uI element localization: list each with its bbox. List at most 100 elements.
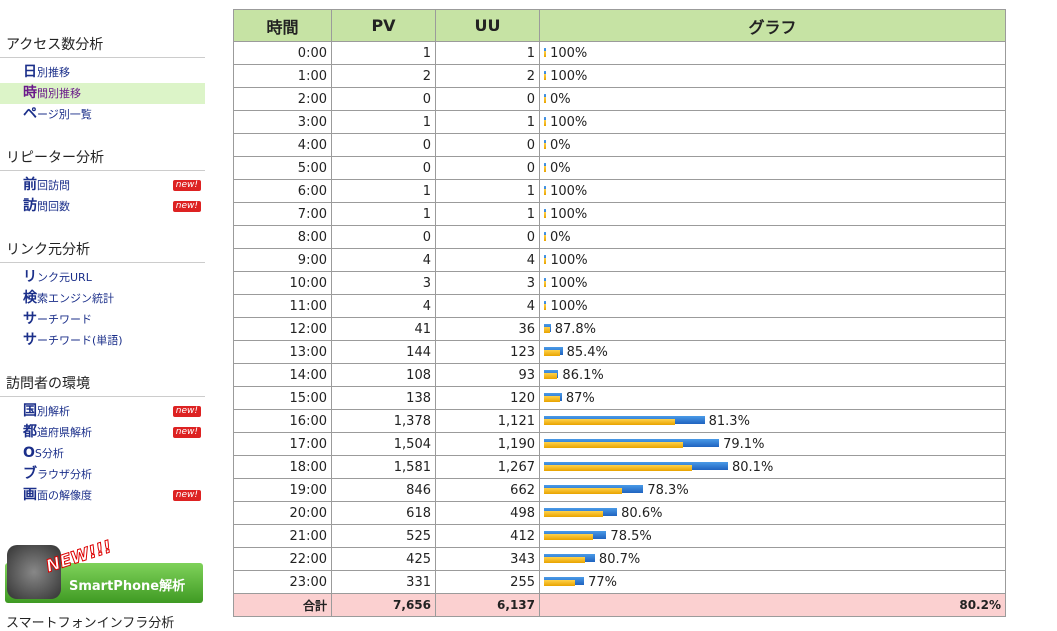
time-cell: 0:00 xyxy=(233,41,332,65)
ratio-label: 100% xyxy=(550,68,588,84)
uu-bar xyxy=(544,442,683,448)
data-row: 10:00 3 3 100% xyxy=(233,271,1006,295)
uu-bar xyxy=(544,465,692,471)
time-cell: 21:00 xyxy=(233,524,332,548)
uu-bar xyxy=(544,511,604,517)
time-cell: 3:00 xyxy=(233,110,332,134)
bar-group xyxy=(544,369,559,381)
uu-cell: 1 xyxy=(435,202,540,226)
graph-cell: 100% xyxy=(539,110,1006,134)
ratio-label: 77% xyxy=(588,574,617,590)
pv-cell: 525 xyxy=(331,524,436,548)
menu-item[interactable]: 都道府県解析 new! xyxy=(0,422,205,443)
section-title: 訪問者の環境 xyxy=(0,369,205,397)
data-row: 19:00 846 662 78.3% xyxy=(233,478,1006,502)
data-row: 23:00 331 255 77% xyxy=(233,570,1006,594)
graph-cell: 0% xyxy=(539,225,1006,249)
graph-cell: 80.7% xyxy=(539,547,1006,571)
pv-cell: 138 xyxy=(331,386,436,410)
hourly-table: 時間 PV UU グラフ 0:00 1 1 100% 1:00 2 2 100% 2:00 0 0 0% 3:… xyxy=(233,9,1006,617)
time-cell: 10:00 xyxy=(233,271,332,295)
banner-icon xyxy=(7,545,61,599)
ratio-label: 100% xyxy=(550,252,588,268)
pv-cell: 0 xyxy=(331,225,436,249)
graph-cell: 87.8% xyxy=(539,317,1006,341)
menu-item[interactable]: 画面の解像度 new! xyxy=(0,485,205,506)
uu-cell: 343 xyxy=(435,547,540,571)
menu-item[interactable]: 時間別推移 xyxy=(0,83,205,104)
menu-item[interactable]: ブラウザ分析 xyxy=(0,464,205,485)
data-row: 21:00 525 412 78.5% xyxy=(233,524,1006,548)
menu-item[interactable]: 国別解析 new! xyxy=(0,401,205,422)
menu-section: アクセス数分析 日別推移 時間別推移 ページ別一覧 xyxy=(0,30,205,125)
data-row: 3:00 1 1 100% xyxy=(233,110,1006,134)
uu-bar xyxy=(544,419,676,425)
graph-cell: 85.4% xyxy=(539,340,1006,364)
bar-group xyxy=(544,392,562,404)
column-header: 時間 xyxy=(233,9,332,42)
graph-cell: 100% xyxy=(539,41,1006,65)
graph-cell: 0% xyxy=(539,133,1006,157)
uu-bar xyxy=(544,189,547,195)
menu-item[interactable]: OS分析 xyxy=(0,443,205,464)
menu-item[interactable]: ページ別一覧 xyxy=(0,104,205,125)
menu-section: リンク元分析リンク元URL 検索エンジン統計サーチワード サーチワード(単語) xyxy=(0,235,205,351)
graph-cell: 78.3% xyxy=(539,478,1006,502)
uu-bar xyxy=(544,51,547,57)
menu-item[interactable]: 検索エンジン統計 xyxy=(0,288,205,309)
pv-cell: 0 xyxy=(331,133,436,157)
data-row: 5:00 0 0 0% xyxy=(233,156,1006,180)
menu-item[interactable]: 前回訪問 new! xyxy=(0,175,205,196)
menu-item[interactable]: サーチワード(単語) xyxy=(0,330,205,351)
footer-link[interactable]: スマートフォンインフラ分析 xyxy=(6,616,175,631)
graph-cell: 81.3% xyxy=(539,409,1006,433)
uu-cell: 93 xyxy=(435,363,540,387)
smartphone-banner[interactable]: NEW!!! SmartPhone解析 xyxy=(5,537,203,603)
section-title: リピーター分析 xyxy=(0,143,205,171)
menu-item[interactable]: リンク元URL xyxy=(0,267,205,288)
menu-label: 前回訪問 xyxy=(23,177,70,193)
time-cell: 15:00 xyxy=(233,386,332,410)
graph-cell: 79.1% xyxy=(539,432,1006,456)
graph-cell: 100% xyxy=(539,248,1006,272)
uu-cell: 1 xyxy=(435,41,540,65)
data-row: 1:00 2 2 100% xyxy=(233,64,1006,88)
ratio-label: 100% xyxy=(550,298,588,314)
bar-group xyxy=(544,93,546,105)
pv-cell: 1 xyxy=(331,179,436,203)
menu-item[interactable]: 日別推移 xyxy=(0,62,205,83)
section-title: リンク元分析 xyxy=(0,235,205,263)
uu-bar xyxy=(544,212,547,218)
total-pv: 7,656 xyxy=(331,593,436,617)
uu-cell: 1,121 xyxy=(435,409,540,433)
bar-group xyxy=(544,254,547,266)
pv-cell: 846 xyxy=(331,478,436,502)
uu-cell: 1,190 xyxy=(435,432,540,456)
uu-bar xyxy=(544,580,576,586)
menu-item[interactable]: サーチワード xyxy=(0,309,205,330)
time-cell: 18:00 xyxy=(233,455,332,479)
uu-bar xyxy=(544,396,560,402)
menu-item[interactable]: 訪問回数 new! xyxy=(0,196,205,217)
uu-cell: 0 xyxy=(435,133,540,157)
time-cell: 8:00 xyxy=(233,225,332,249)
total-ratio: 80.2% xyxy=(539,593,1006,617)
data-row: 20:00 618 498 80.6% xyxy=(233,501,1006,525)
new-badge: new! xyxy=(172,406,201,417)
menu-label: ページ別一覧 xyxy=(23,106,92,122)
data-row: 17:00 1,504 1,190 79.1% xyxy=(233,432,1006,456)
menu-section: 訪問者の環境 国別解析 new! 都道府県解析 new! OS分析 ブラウザ分析 画面の解像度… xyxy=(0,369,205,506)
ratio-label: 0% xyxy=(550,137,571,153)
bar-group xyxy=(544,530,607,542)
total-row: 合計 7,656 6,137 80.2% xyxy=(233,593,1006,617)
pv-cell: 1 xyxy=(331,41,436,65)
data-row: 18:00 1,581 1,267 80.1% xyxy=(233,455,1006,479)
menu-label: 画面の解像度 xyxy=(23,487,92,503)
menu-label: 検索エンジン統計 xyxy=(23,290,114,306)
pv-cell: 425 xyxy=(331,547,436,571)
uu-bar xyxy=(544,97,546,103)
pv-cell: 1 xyxy=(331,202,436,226)
time-cell: 17:00 xyxy=(233,432,332,456)
pv-cell: 331 xyxy=(331,570,436,594)
data-row: 2:00 0 0 0% xyxy=(233,87,1006,111)
